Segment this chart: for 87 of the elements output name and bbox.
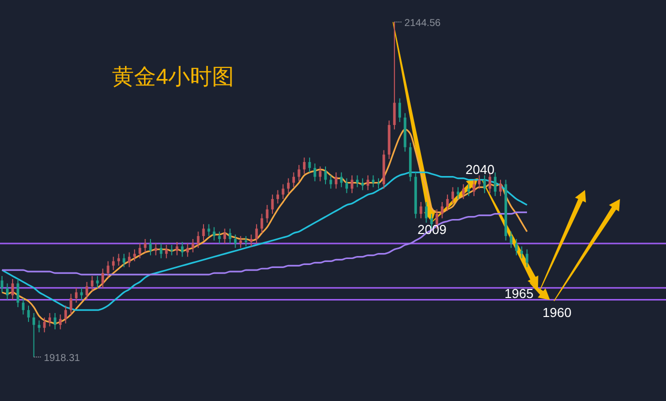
candlestick (202, 224, 205, 241)
candlestick (212, 226, 216, 241)
candlestick (181, 241, 184, 258)
candlestick (250, 234, 253, 247)
candlestick (138, 242, 142, 259)
candlestick (276, 190, 280, 204)
candlestick (38, 320, 40, 333)
candlestick (266, 204, 268, 224)
candlestick (308, 157, 311, 173)
candlestick (22, 298, 25, 316)
annotation: 2040 (466, 162, 494, 177)
candlestick (446, 194, 449, 212)
candlestick (255, 224, 258, 244)
candlestick (282, 184, 284, 200)
candlestick (239, 236, 242, 248)
candlestick (165, 244, 168, 259)
annotation: 2144.56 (404, 18, 442, 29)
candlestick (96, 276, 99, 288)
candlestick (208, 224, 210, 237)
candlestick (318, 166, 322, 182)
candlestick (377, 178, 380, 190)
candlestick (520, 246, 523, 259)
candlestick (499, 179, 502, 197)
candlestick (228, 228, 232, 244)
candlestick (90, 276, 94, 292)
candlestick (424, 201, 428, 224)
candlestick (170, 244, 173, 256)
candlestick (462, 184, 465, 200)
candlestick (510, 231, 512, 248)
text: 黄金4小时图 (112, 64, 234, 89)
candlestick (196, 231, 200, 248)
annotation: 1965 (504, 286, 534, 301)
candlestick (393, 22, 396, 130)
candlestick (70, 293, 72, 316)
candlestick (144, 238, 146, 253)
candlestick (244, 236, 248, 247)
candlestick (133, 248, 136, 262)
candlestick (420, 201, 422, 219)
candlestick (48, 312, 52, 327)
candlestick (101, 268, 104, 288)
candlestick (0, 276, 4, 293)
candlestick (122, 253, 126, 268)
candlestick (302, 157, 306, 174)
candlestick (16, 278, 20, 308)
candlestick (314, 162, 316, 182)
candlestick (234, 234, 237, 248)
candlestick (11, 278, 14, 300)
candlestick (223, 228, 226, 244)
candlestick (515, 238, 518, 256)
candlestick (112, 256, 115, 271)
candlestick (361, 178, 364, 191)
candlestick (32, 312, 36, 358)
candlestick (456, 186, 460, 200)
candlestick (440, 201, 444, 219)
candlestick (467, 184, 470, 197)
candlestick (298, 164, 300, 182)
candlestick (334, 172, 338, 190)
candlestick (154, 242, 158, 256)
candlestick (345, 178, 348, 194)
candlestick (43, 316, 46, 333)
candlestick (106, 260, 110, 278)
candlestick (6, 282, 9, 300)
candlestick (192, 238, 194, 253)
candlestick (218, 231, 221, 244)
candlestick (160, 242, 162, 259)
candlestick (398, 98, 402, 123)
candlestick (176, 241, 178, 256)
candlestick (64, 305, 67, 324)
candlestick (451, 186, 454, 204)
candlestick (149, 238, 152, 256)
candlestick (287, 178, 290, 194)
candlestick (494, 172, 496, 197)
candlestick (80, 287, 83, 300)
candlestick (186, 242, 189, 258)
candlestick (483, 174, 486, 194)
candlestick (54, 312, 56, 330)
annotation: 1918.31 (44, 353, 80, 364)
candlestick (472, 179, 476, 197)
text: 1960 (542, 305, 572, 320)
candlestick (86, 281, 88, 300)
candlestick (526, 248, 528, 268)
candlestick (59, 314, 62, 330)
candlestick (260, 213, 264, 234)
candlestick (324, 166, 327, 185)
candlestick (350, 174, 354, 194)
candlestick (27, 305, 30, 322)
candlestick (271, 194, 274, 214)
